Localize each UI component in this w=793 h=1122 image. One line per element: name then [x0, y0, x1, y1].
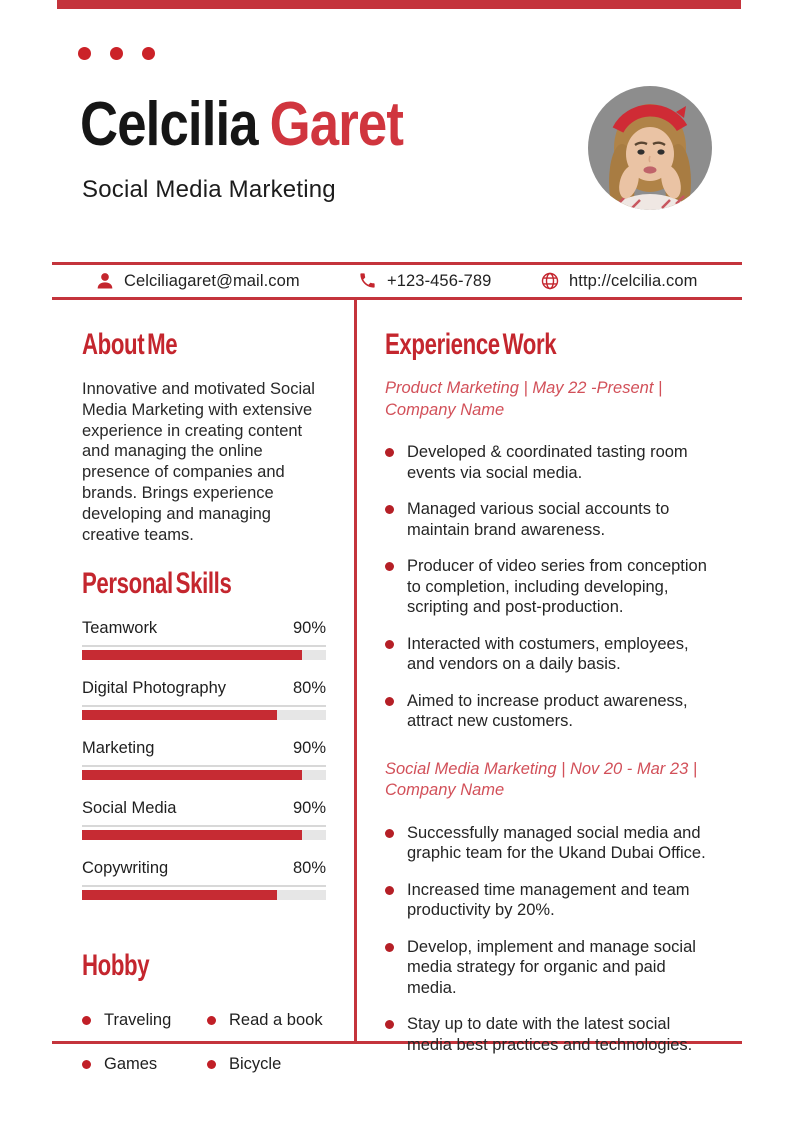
dot-icon — [142, 47, 155, 60]
job-bullet: Increased time management and team produ… — [385, 880, 715, 921]
skill-percent: 90% — [292, 739, 326, 758]
skill-item: Copywriting 80% — [82, 859, 326, 901]
right-column: Experience Work Product Marketing | May … — [385, 315, 715, 1071]
hobby-list: Traveling Read a book Games Bicycle — [82, 1011, 326, 1074]
first-name: Celcilia — [80, 90, 259, 159]
dot-icon — [110, 47, 123, 60]
skill-label: Copywriting — [82, 859, 169, 878]
skill-item: Teamwork 90% — [82, 619, 326, 661]
bullet-icon — [385, 696, 394, 706]
top-accent-bar — [57, 0, 741, 9]
about-heading: About Me — [82, 328, 178, 361]
job-bullet-list: Successfully managed social media and gr… — [385, 823, 715, 1056]
person-icon — [95, 271, 115, 291]
bullet-icon — [385, 448, 394, 457]
bullet-icon — [385, 505, 394, 514]
skill-bar — [82, 825, 326, 841]
bullet-icon — [385, 885, 394, 895]
profile-photo — [588, 86, 712, 210]
job-bullet: Stay up to date with the latest social m… — [385, 1014, 715, 1055]
job-bullet-list: Developed & coordinated tasting room eve… — [385, 442, 715, 732]
last-name: Garet — [269, 90, 404, 159]
hobby-label: Traveling — [104, 1011, 172, 1030]
job-bullet: Developed & coordinated tasting room eve… — [385, 442, 715, 483]
skill-label: Social Media — [82, 799, 177, 818]
contact-website: http://celcilia.com — [540, 265, 697, 297]
job-bullet: Producer of video series from conception… — [385, 556, 715, 618]
skill-label: Digital Photography — [82, 679, 227, 698]
bullet-icon — [385, 828, 394, 838]
bullet-icon — [385, 639, 394, 649]
contact-bar: Celciliagaret@mail.com +123-456-789 http… — [52, 262, 742, 300]
hobby-item: Bicycle — [207, 1055, 326, 1074]
bullet-icon — [385, 942, 394, 952]
hobby-label: Games — [104, 1055, 158, 1074]
skill-label: Marketing — [82, 739, 155, 758]
website-text: http://celcilia.com — [569, 271, 698, 290]
skill-bar — [82, 765, 326, 781]
skill-item: Social Media 90% — [82, 799, 326, 841]
skill-percent: 80% — [292, 859, 326, 878]
bullet-icon — [207, 1060, 216, 1070]
bottom-divider — [52, 1041, 742, 1044]
skill-bar — [82, 705, 326, 721]
skill-bar — [82, 885, 326, 901]
job-bullet: Successfully managed social media and gr… — [385, 823, 715, 864]
job-bullet: Managed various social accounts to maint… — [385, 499, 715, 540]
bullet-icon — [82, 1060, 91, 1070]
hobby-item: Read a book — [207, 1011, 326, 1030]
job-title: Social Media Marketing | Nov 20 - Mar 23… — [385, 759, 698, 800]
experience-heading: Experience Work — [385, 328, 557, 361]
skill-percent: 90% — [292, 619, 326, 638]
job-bullet: Develop, implement and manage social med… — [385, 937, 715, 999]
hobby-heading: Hobby — [82, 949, 150, 983]
hobby-item: Traveling — [82, 1011, 207, 1030]
bullet-icon — [207, 1016, 216, 1026]
email-text: Celciliagaret@mail.com — [124, 271, 300, 290]
skill-percent: 90% — [292, 799, 326, 818]
skills-heading: Personal Skills — [82, 567, 232, 601]
skill-item: Marketing 90% — [82, 739, 326, 781]
globe-icon — [540, 271, 560, 291]
contact-email: Celciliagaret@mail.com — [95, 265, 300, 297]
hobby-item: Games — [82, 1055, 207, 1074]
skills-list: Teamwork 90% Digital Photography 80% Mar… — [82, 619, 326, 901]
left-column: About Me Innovative and motivated Social… — [82, 315, 326, 1074]
hobby-label: Bicycle — [229, 1055, 282, 1074]
vertical-divider — [354, 300, 357, 1041]
person-name: Celcilia Garet — [80, 90, 404, 159]
skill-item: Digital Photography 80% — [82, 679, 326, 721]
phone-text: +123-456-789 — [387, 271, 492, 290]
skill-percent: 80% — [292, 679, 326, 698]
bullet-icon — [385, 562, 394, 571]
job-title: Product Marketing | May 22 -Present | Co… — [385, 379, 663, 419]
contact-phone: +123-456-789 — [358, 265, 491, 297]
skill-bar — [82, 645, 326, 661]
bullet-icon — [82, 1016, 91, 1026]
skill-label: Teamwork — [82, 619, 158, 638]
job-bullet: Aimed to increase product awareness, att… — [385, 691, 715, 732]
person-job-title: Social Media Marketing — [82, 176, 336, 203]
job-bullet: Interacted with costumers, employees, an… — [385, 634, 715, 675]
decorative-dots — [78, 47, 155, 60]
hobby-label: Read a book — [229, 1011, 323, 1030]
dot-icon — [78, 47, 91, 60]
about-text: Innovative and motivated Social Media Ma… — [82, 380, 315, 544]
bullet-icon — [385, 1020, 394, 1029]
phone-icon — [358, 271, 378, 291]
